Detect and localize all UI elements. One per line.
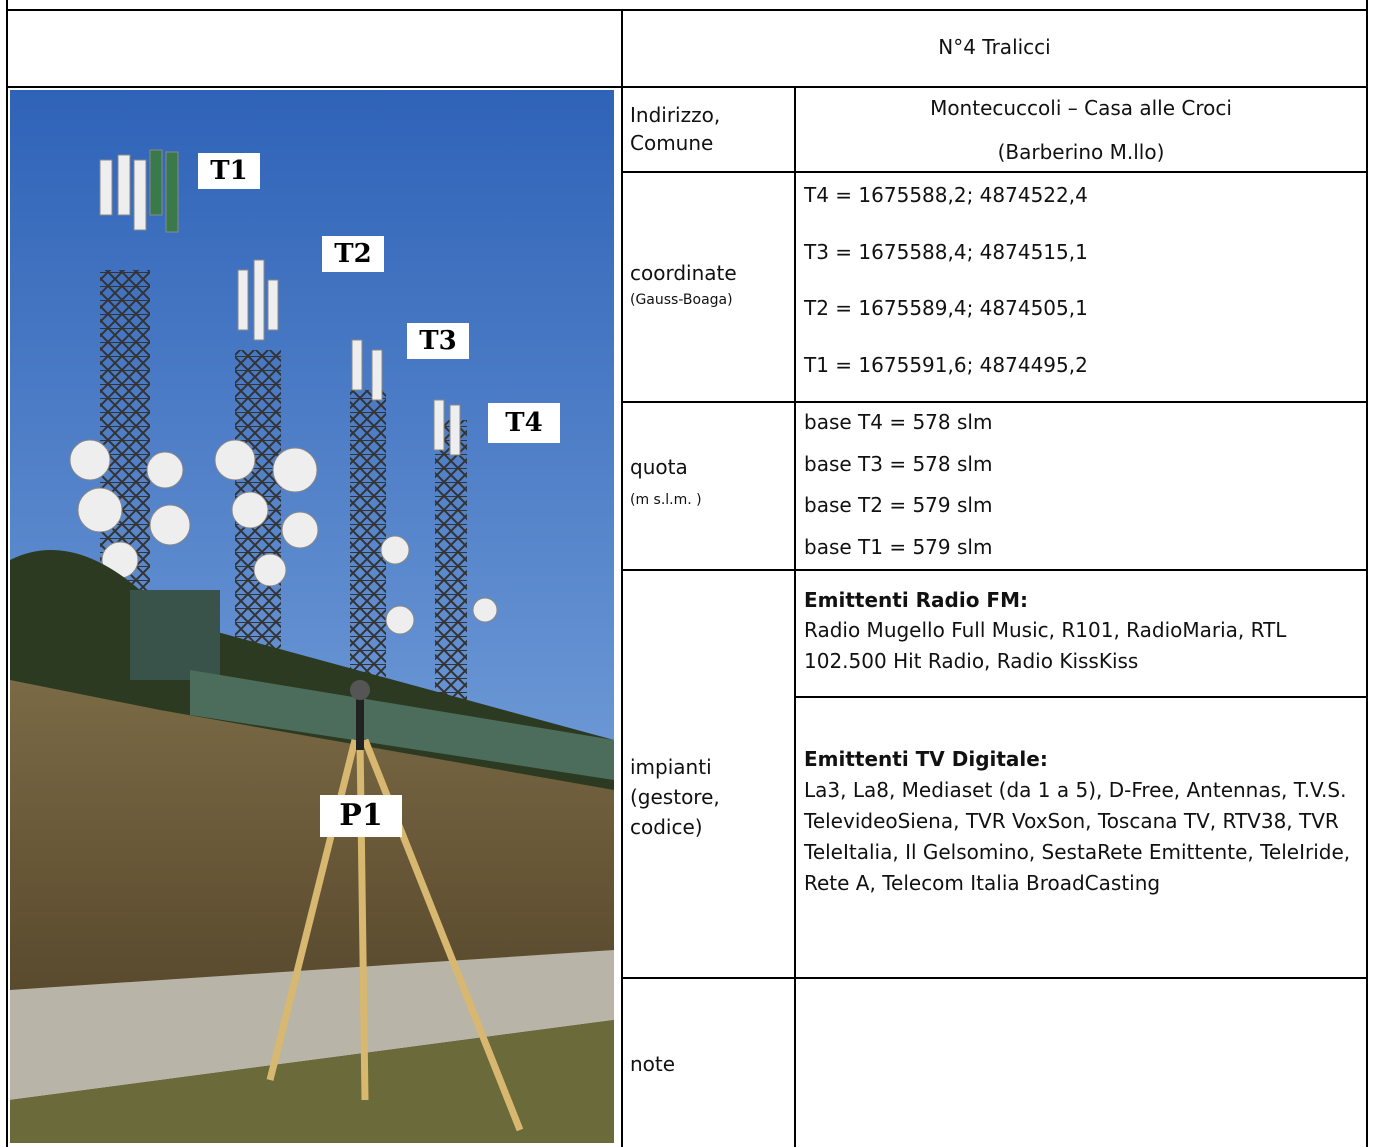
group: Emittenti Radio FM: Radio Mugello Full M… (804, 585, 1364, 677)
altitude: base T1 = 579 slm (804, 535, 993, 559)
header-title: N°4 Tralicci (938, 35, 1051, 59)
coordinate: T4 = 1675588,2; 4874522,4 (804, 183, 1088, 207)
border (622, 569, 1368, 571)
border (621, 9, 623, 1147)
border (6, 9, 1368, 11)
altitude: base T2 = 579 slm (804, 493, 993, 517)
row-label: note (630, 1052, 676, 1076)
row-label: Indirizzo, (630, 103, 721, 127)
row-sublabel: (Gauss-Boaga) (630, 292, 733, 308)
border (6, 86, 1368, 88)
border (6, 0, 8, 1147)
border (622, 401, 1368, 403)
address: Montecuccoli – Casa alle Croci (930, 96, 1232, 120)
coordinate: T3 = 1675588,4; 4874515,1 (804, 240, 1088, 264)
row-label: quota (630, 455, 688, 479)
border (795, 696, 1368, 698)
border (794, 86, 796, 1147)
coordinate: T1 = 1675591,6; 4874495,2 (804, 353, 1088, 377)
border (622, 977, 1368, 979)
group-heading: Emittenti Radio FM: (804, 588, 1028, 612)
coordinate: T2 = 1675589,4; 4874505,1 (804, 296, 1088, 320)
row-label: impianti (630, 755, 712, 779)
photo-label: P1 (339, 798, 382, 833)
address: (Barberino M.llo) (997, 140, 1165, 164)
row-label: (gestore, (630, 785, 720, 809)
photo-label: T3 (419, 326, 456, 356)
row-label: codice) (630, 815, 703, 839)
border (1366, 0, 1368, 1147)
altitude: base T4 = 578 slm (804, 410, 993, 434)
photo-label: T1 (210, 156, 247, 186)
altitude: base T3 = 578 slm (804, 452, 993, 476)
group-text: Radio Mugello Full Music, R101, RadioMar… (804, 618, 1287, 673)
row-label: coordinate (630, 261, 737, 285)
row-sublabel: (m s.l.m. ) (630, 492, 702, 508)
photo-label: T4 (505, 408, 542, 438)
row-label: Comune (630, 131, 714, 155)
border (622, 171, 1368, 173)
group: Emittenti TV Digitale: La3, La8, Mediase… (804, 744, 1364, 899)
group-text: La3, La8, Mediaset (da 1 a 5), D-Free, A… (804, 778, 1351, 895)
photo-label: T2 (334, 239, 371, 269)
photo: T1 T2 T3 T4 P1 (10, 90, 614, 1143)
group-heading: Emittenti TV Digitale: (804, 747, 1048, 771)
